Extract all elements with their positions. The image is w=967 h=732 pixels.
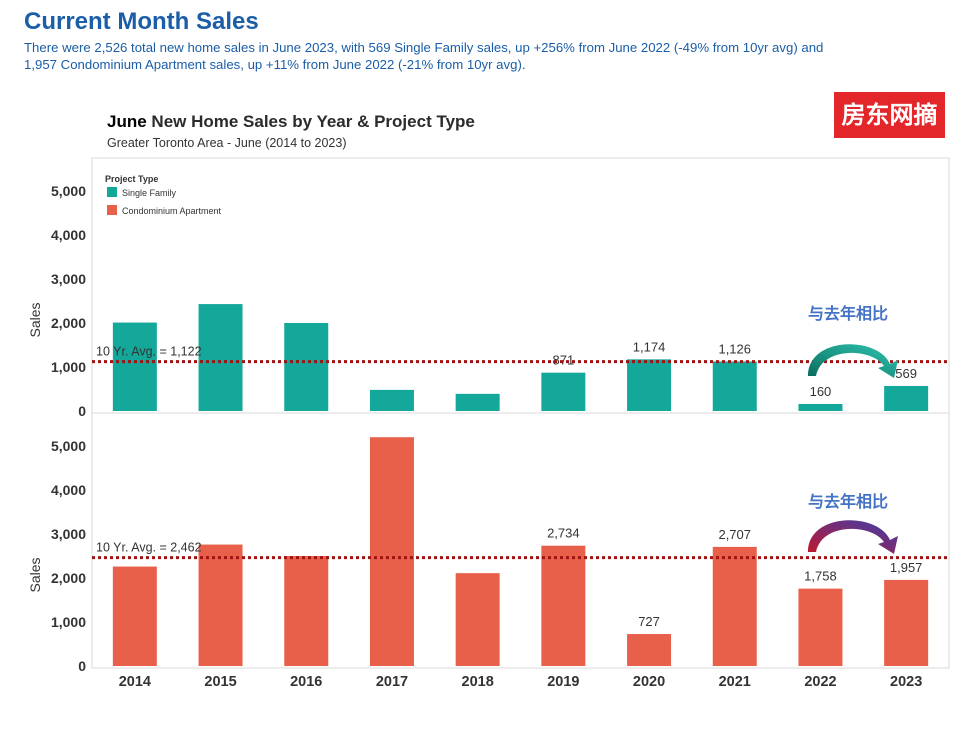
legend-entry: Condominium Apartment: [122, 206, 222, 216]
bar-data-label: 1,758: [804, 569, 837, 584]
x-tick-label: 2022: [804, 674, 836, 690]
bar: [627, 634, 672, 666]
x-tick-label: 2019: [547, 674, 579, 690]
comparison-arrow-icon: [808, 344, 898, 378]
bar: [541, 372, 586, 411]
bar: [884, 579, 929, 666]
average-label: 10 Yr. Avg. = 2,462: [96, 541, 202, 555]
bar-data-label: 569: [895, 366, 917, 381]
bar-data-label: 2,707: [718, 527, 751, 542]
bar: [284, 323, 329, 411]
y-tick-label: 2,000: [51, 570, 86, 586]
bar-data-label: 1,126: [718, 341, 751, 356]
y-tick-label: 5,000: [51, 183, 86, 199]
y-tick-label: 3,000: [51, 526, 86, 542]
bar: [798, 403, 843, 411]
comparison-note: 与去年相比: [808, 492, 888, 511]
bar: [198, 304, 243, 411]
chart-title-rest: New Home Sales by Year & Project Type: [146, 112, 475, 131]
y-tick-label: 0: [78, 403, 86, 419]
x-tick-label: 2017: [376, 674, 408, 690]
y-tick-label: 2,000: [51, 315, 86, 331]
average-label: 10 Yr. Avg. = 1,122: [96, 345, 202, 359]
bar: [112, 322, 157, 411]
x-tick-label: 2021: [719, 674, 751, 690]
bar: [712, 361, 757, 411]
chart-title: June New Home Sales by Year & Project Ty…: [107, 112, 475, 132]
y-axis-title: Sales: [27, 557, 43, 592]
x-tick-label: 2014: [119, 674, 151, 690]
legend-entry: Single Family: [122, 188, 177, 198]
legend-title: Project Type: [105, 174, 158, 184]
chart-title-month: June: [107, 112, 147, 131]
bar: [627, 359, 672, 411]
comparison-note: 与去年相比: [808, 304, 888, 323]
y-tick-label: 0: [78, 658, 86, 674]
x-tick-label: 2015: [204, 674, 236, 690]
y-tick-label: 4,000: [51, 482, 86, 498]
legend-swatch: [107, 205, 117, 215]
y-axis-title: Sales: [27, 302, 43, 337]
y-tick-label: 3,000: [51, 271, 86, 287]
page-title: Current Month Sales: [24, 8, 259, 35]
comparison-arrow-icon: [808, 520, 898, 554]
x-tick-label: 2020: [633, 674, 665, 690]
sales-summary: There were 2,526 total new home sales in…: [24, 40, 824, 72]
y-tick-label: 1,000: [51, 359, 86, 375]
bar: [284, 556, 329, 666]
bar-data-label: 2,734: [547, 526, 580, 541]
legend-swatch: [107, 187, 117, 197]
bar: [884, 385, 929, 411]
bar-data-label: 160: [810, 384, 832, 399]
bottom-panel-frame: [91, 412, 950, 669]
bar: [198, 544, 243, 666]
bar: [369, 437, 414, 666]
y-tick-label: 1,000: [51, 614, 86, 630]
x-tick-label: 2023: [890, 674, 922, 690]
bar-data-label: 1,957: [890, 560, 923, 575]
bar: [455, 393, 500, 411]
y-tick-label: 4,000: [51, 227, 86, 243]
bar: [112, 566, 157, 666]
x-tick-label: 2016: [290, 674, 322, 690]
bar: [369, 389, 414, 411]
watermark-logo: 房东网摘: [834, 92, 945, 138]
bar: [455, 573, 500, 666]
x-tick-label: 2018: [462, 674, 494, 690]
bar: [798, 588, 843, 666]
chart-subtitle: Greater Toronto Area - June (2014 to 202…: [107, 136, 347, 150]
bar: [541, 545, 586, 666]
bar-data-label: 871: [552, 353, 574, 368]
bar: [712, 546, 757, 666]
y-tick-label: 5,000: [51, 438, 86, 454]
bar-data-label: 727: [638, 614, 660, 629]
bar-data-label: 1,174: [633, 339, 666, 354]
